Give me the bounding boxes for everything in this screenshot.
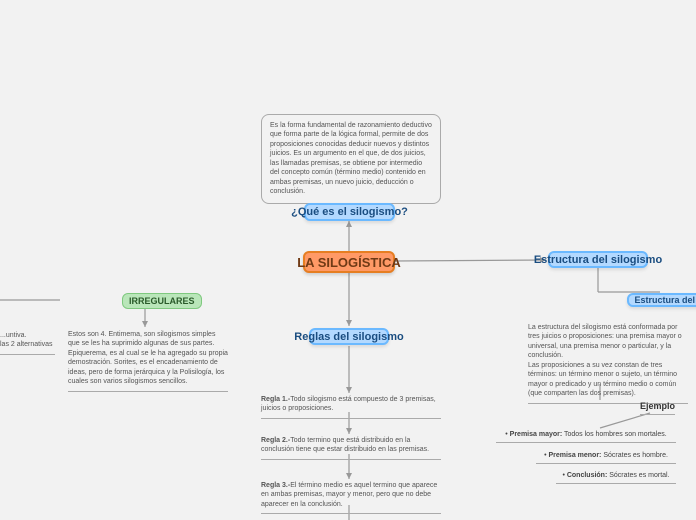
line1: ...untiva. (0, 332, 26, 339)
text: Sócrates es hombre. (601, 452, 668, 459)
text: Sócrates es mortal. (607, 472, 669, 479)
rule-label: Regla 1.- (261, 396, 290, 403)
node-irregulares[interactable]: IRREGULARES (122, 293, 202, 309)
regla-1-textbox: Regla 1.-Todo silogismo está compuesto d… (261, 395, 441, 419)
rule-label: Regla 2.- (261, 437, 290, 444)
irregulares-textbox: Estos son 4. Entimema, son silogismos si… (68, 330, 228, 392)
node-reglas[interactable]: Reglas del silogismo (309, 328, 389, 345)
ejemplo-premisa-menor: • Premisa menor: Sócrates es hombre. (536, 448, 676, 464)
ejemplo-label: Ejemplo (640, 400, 675, 415)
partial-left-textbox: ...untiva. las 2 alternativas (0, 331, 55, 355)
definicion-textbox: Es la forma fundamental de razonamiento … (261, 114, 441, 204)
regla-2-textbox: Regla 2.-Todo termino que está distribui… (261, 436, 441, 460)
node-estructura[interactable]: Estructura del silogismo (548, 251, 648, 268)
rule-label: Regla 3.- (261, 482, 290, 489)
ejemplo-conclusion: • Conclusión: Sócrates es mortal. (556, 468, 676, 484)
node-que-es[interactable]: ¿Qué es el silogismo? (304, 203, 395, 221)
node-estructura-sub[interactable]: Estructura del silogismo (627, 293, 696, 307)
estructura-textbox: La estructura del silogismo está conform… (528, 323, 688, 404)
label: Premisa menor: (548, 452, 601, 459)
label: Conclusión: (567, 472, 607, 479)
regla-3-textbox: Regla 3.-El término medio es aquel termi… (261, 481, 441, 514)
line2: las 2 alternativas (0, 341, 53, 348)
ejemplo-premisa-mayor: • Premisa mayor: Todos los hombres son m… (496, 427, 676, 443)
label: Premisa mayor: (510, 431, 563, 438)
text: Todos los hombres son mortales. (562, 431, 667, 438)
node-central[interactable]: LA SILOGÍSTICA (303, 251, 395, 273)
